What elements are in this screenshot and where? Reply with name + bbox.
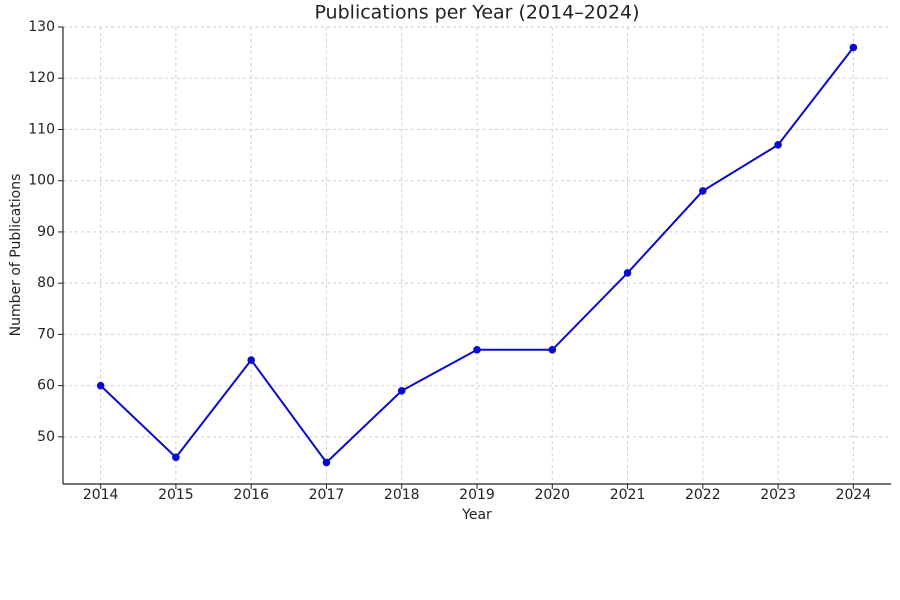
- y-tick-label: 60: [37, 378, 55, 394]
- y-tick-label: 110: [28, 121, 55, 137]
- x-tick-label: 2015: [158, 487, 194, 503]
- y-tick-label: 120: [28, 70, 55, 86]
- data-point: [247, 356, 255, 364]
- y-tick-label: 130: [28, 19, 55, 35]
- x-tick-label: 2022: [685, 487, 721, 503]
- x-tick-label: 2024: [836, 487, 872, 503]
- data-point: [774, 141, 782, 149]
- data-point: [172, 453, 180, 462]
- x-tick-label: 2020: [534, 487, 570, 503]
- data-point: [623, 269, 632, 277]
- x-tick-label: 2017: [309, 487, 345, 503]
- y-tick-label: 70: [37, 326, 55, 342]
- x-tick-label: 2021: [610, 487, 646, 503]
- x-axis-label: Year: [461, 507, 492, 523]
- data-point: [322, 458, 331, 467]
- data-point: [397, 386, 406, 395]
- x-tick-label: 2014: [83, 487, 119, 503]
- chart-title: Publications per Year (2014–2024): [314, 2, 639, 24]
- data-point: [96, 381, 105, 390]
- x-tick-label: 2023: [760, 487, 796, 503]
- x-tick-label: 2016: [233, 487, 269, 503]
- data-point: [473, 345, 481, 354]
- x-tick-label: 2018: [384, 487, 420, 503]
- y-tick-label: 90: [37, 224, 55, 240]
- y-tick-label: 80: [37, 275, 55, 291]
- y-tick-label: 100: [28, 173, 55, 189]
- data-point: [699, 187, 707, 195]
- y-tick-label: 50: [37, 429, 55, 445]
- x-tick-label: 2019: [459, 487, 495, 503]
- data-point: [548, 345, 557, 354]
- data-point: [849, 43, 858, 52]
- y-axis-label: Number of Publications: [8, 174, 24, 337]
